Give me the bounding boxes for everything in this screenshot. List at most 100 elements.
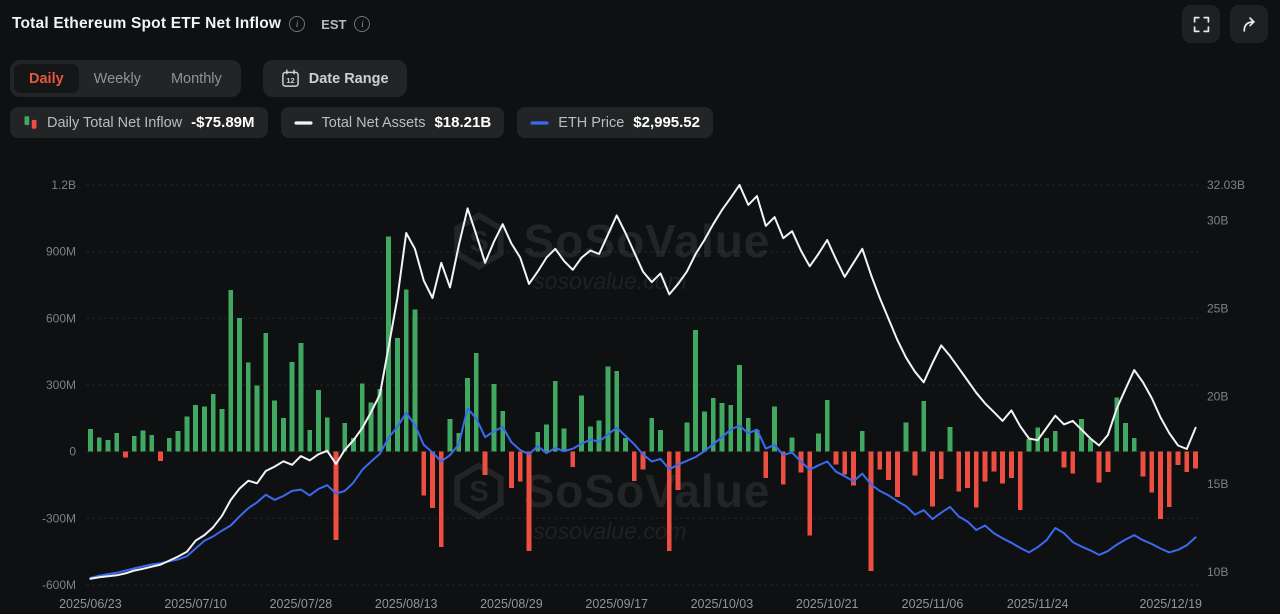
- inflow-bar: [1026, 439, 1032, 452]
- inflow-bar: [693, 329, 698, 452]
- inflow-bar: [1017, 451, 1023, 510]
- legend-name: Total Net Assets: [321, 114, 426, 131]
- inflow-bar: [166, 437, 172, 452]
- svg-text:900M: 900M: [46, 245, 76, 259]
- x-axis-labels: 2025/06/23 2025/07/10 2025/07/28 2025/08/13…: [59, 597, 1202, 611]
- inflow-bar: [824, 400, 830, 452]
- inflow-bar: [684, 422, 690, 452]
- svg-text:2025/07/28: 2025/07/28: [270, 597, 333, 611]
- legend-eth-price[interactable]: ETH Price $2,995.52: [517, 107, 713, 138]
- inflow-bar: [1175, 451, 1181, 465]
- inflow-bar: [289, 362, 295, 452]
- svg-text:2025/06/23: 2025/06/23: [59, 597, 122, 611]
- legend-name: ETH Price: [558, 114, 625, 131]
- legend-value: $18.21B: [434, 114, 492, 131]
- svg-text:32.03B: 32.03B: [1207, 178, 1245, 192]
- inflow-bar: [965, 451, 970, 488]
- inflow-bar: [245, 362, 251, 452]
- inflow-bar: [114, 433, 120, 452]
- svg-text:300M: 300M: [46, 378, 76, 392]
- left-axis-labels: 1.2B 900M 600M 300M 0 -300M -600M: [42, 178, 76, 592]
- inflow-bar: [193, 404, 198, 452]
- inflow-bar: [105, 440, 111, 452]
- inflow-bar: [982, 451, 988, 482]
- inflow-bar: [403, 289, 409, 452]
- inflow-bar: [807, 451, 813, 536]
- inflow-bar: [728, 404, 734, 452]
- inflow-bar: [158, 451, 163, 461]
- inflow-bar: [263, 333, 269, 452]
- timezone-info-icon[interactable]: i: [354, 16, 371, 32]
- legend-net-inflow[interactable]: Daily Total Net Inflow -$75.89M: [10, 107, 268, 138]
- inflow-bar: [333, 451, 339, 541]
- inflow-bar: [342, 423, 348, 452]
- inflow-bar: [886, 451, 891, 481]
- right-axis-labels: 32.03B 30B 25B 20B 15B 10B: [1207, 178, 1245, 579]
- inflow-bar: [666, 451, 672, 551]
- inflow-bar: [500, 411, 506, 452]
- svg-text:2025/11/06: 2025/11/06: [902, 597, 964, 611]
- legend-value: $2,995.52: [633, 114, 700, 131]
- eth-price-line[interactable]: [89, 407, 1197, 579]
- page-title: Total Ethereum Spot ETF Net Inflow: [12, 15, 282, 32]
- inflow-bar: [1123, 423, 1128, 452]
- svg-text:10B: 10B: [1207, 565, 1228, 579]
- tab-weekly[interactable]: Weekly: [79, 64, 156, 93]
- inflow-bar: [754, 430, 760, 452]
- inflow-bar: [623, 437, 628, 452]
- svg-text:25B: 25B: [1207, 302, 1228, 316]
- date-range-button[interactable]: 12 Date Range: [262, 60, 407, 97]
- inflow-bars[interactable]: [88, 236, 1198, 571]
- inflow-bar: [921, 401, 927, 452]
- grid-lines: [86, 184, 1200, 586]
- inflow-bar: [324, 417, 330, 452]
- inflow-bar: [868, 451, 874, 571]
- info-icon[interactable]: i: [289, 16, 306, 32]
- share-button[interactable]: [1230, 5, 1268, 43]
- svg-text:2025/07/10: 2025/07/10: [164, 597, 227, 611]
- svg-text:600M: 600M: [46, 311, 76, 325]
- legend-net-assets[interactable]: Total Net Assets $18.21B: [280, 107, 505, 138]
- inflow-bar: [570, 451, 576, 467]
- inflow-bar: [877, 451, 883, 470]
- inflow-bar: [1158, 451, 1163, 519]
- inflow-bar: [1114, 397, 1120, 452]
- inflow-bar: [377, 388, 383, 452]
- inflow-bar: [1070, 451, 1076, 474]
- net-assets-line[interactable]: [89, 184, 1197, 580]
- svg-text:12: 12: [286, 76, 294, 85]
- inflow-bar: [833, 451, 839, 465]
- inflow-bar: [1000, 451, 1005, 484]
- calendar-icon: 12: [281, 69, 299, 87]
- svg-text:15B: 15B: [1207, 477, 1228, 491]
- svg-text:1.2B: 1.2B: [51, 178, 76, 192]
- tab-daily[interactable]: Daily: [14, 64, 79, 93]
- tab-monthly[interactable]: Monthly: [156, 64, 237, 93]
- inflow-bar: [228, 290, 234, 452]
- svg-text:2025/11/24: 2025/11/24: [1007, 597, 1069, 611]
- inflow-bar: [631, 451, 637, 481]
- inflow-bar: [1105, 451, 1111, 472]
- inflow-bar: [544, 424, 549, 452]
- inflow-bar: [272, 400, 277, 452]
- svg-text:-300M: -300M: [42, 511, 76, 525]
- inflow-bar: [237, 317, 242, 452]
- timezone-label: EST: [321, 16, 347, 32]
- inflow-bar: [175, 431, 181, 452]
- inflow-bar: [1166, 451, 1172, 507]
- inflow-bar: [1184, 451, 1190, 473]
- fullscreen-button[interactable]: [1182, 5, 1220, 43]
- inflow-bar: [789, 437, 795, 452]
- white-line-icon: [294, 120, 312, 125]
- inflow-bar: [1149, 451, 1155, 493]
- inflow-bar: [745, 417, 751, 452]
- period-tabs: Daily Weekly Monthly: [10, 60, 241, 97]
- topbar-actions: [1182, 5, 1268, 43]
- inflow-bar: [772, 406, 777, 452]
- svg-text:30B: 30B: [1207, 214, 1228, 228]
- inflow-bar: [895, 451, 900, 497]
- inflow-bar: [614, 371, 620, 452]
- inflow-bar: [956, 451, 962, 492]
